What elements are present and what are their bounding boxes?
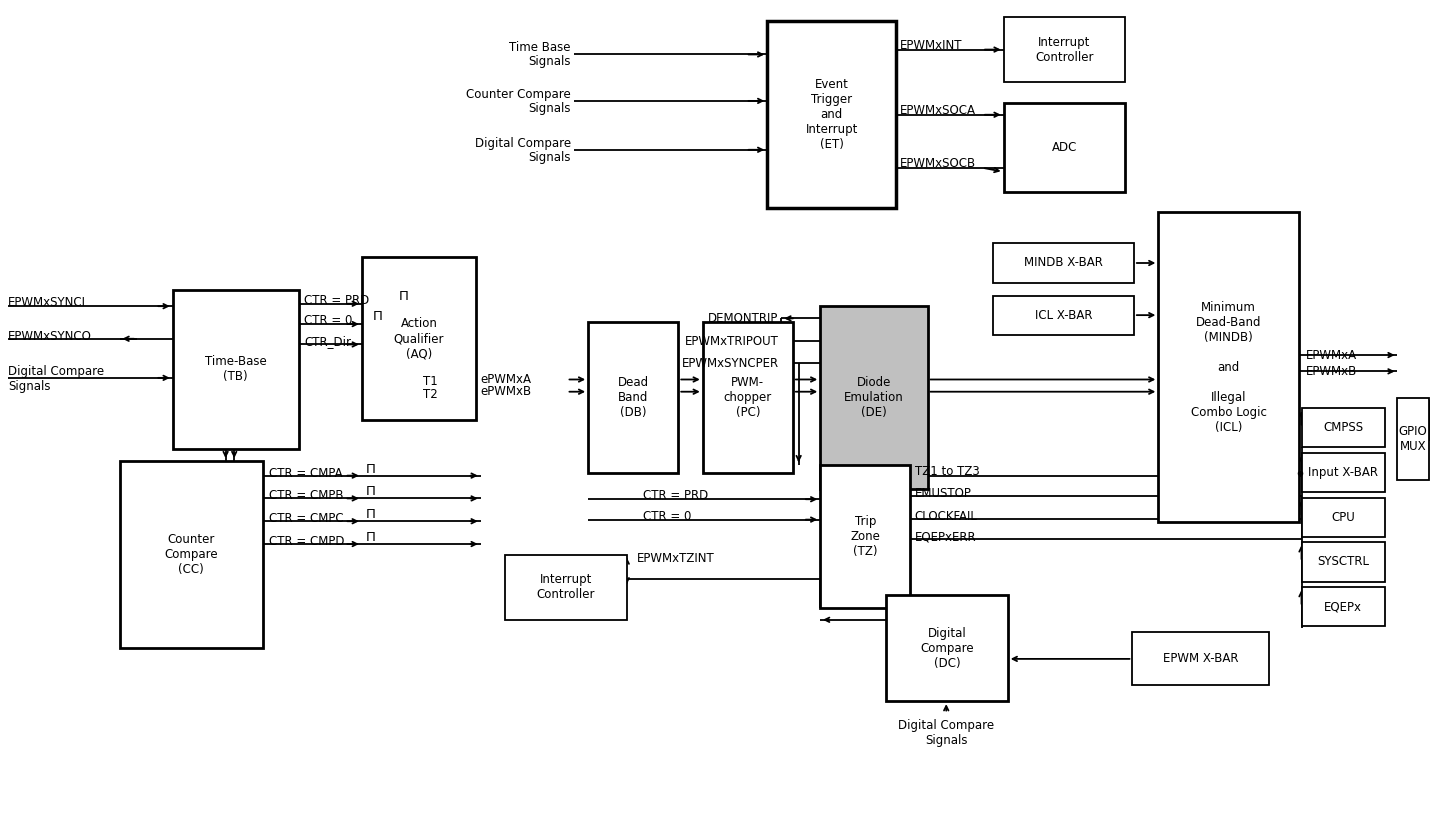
Text: Dead
Band
(DB): Dead Band (DB) <box>618 376 648 419</box>
Bar <box>1302 588 1385 627</box>
Text: Π: Π <box>366 508 376 521</box>
Text: CTR = 0: CTR = 0 <box>642 510 691 523</box>
Text: Counter
Compare
(CC): Counter Compare (CC) <box>165 533 218 576</box>
Text: MINDB X-BAR: MINDB X-BAR <box>1024 256 1103 269</box>
Text: CLOCKFAIL: CLOCKFAIL <box>915 510 978 523</box>
Text: PWM-
chopper
(PC): PWM- chopper (PC) <box>724 376 771 419</box>
Text: CMPSS: CMPSS <box>1324 421 1364 434</box>
Text: T1: T1 <box>423 375 437 388</box>
Text: SYSCTRL: SYSCTRL <box>1316 556 1369 569</box>
Text: DEMONTRIP: DEMONTRIP <box>708 312 779 325</box>
Text: Signals: Signals <box>925 734 968 747</box>
Bar <box>1159 212 1299 522</box>
Bar <box>1398 398 1430 480</box>
Text: ADC: ADC <box>1051 141 1077 154</box>
Text: EMUSTOP: EMUSTOP <box>915 487 972 500</box>
Text: EPWM X-BAR: EPWM X-BAR <box>1163 652 1238 665</box>
Bar <box>994 243 1134 282</box>
Text: Signals: Signals <box>528 55 571 69</box>
Text: EPWMxTRIPOUT: EPWMxTRIPOUT <box>684 335 779 348</box>
Text: Input X-BAR: Input X-BAR <box>1308 466 1378 479</box>
Bar <box>1302 408 1385 447</box>
Bar <box>1004 103 1126 192</box>
Text: ePWMxA: ePWMxA <box>480 373 532 386</box>
Bar <box>1004 17 1126 82</box>
Text: Counter Compare: Counter Compare <box>466 88 571 101</box>
Text: TZ1 to TZ3: TZ1 to TZ3 <box>915 465 979 478</box>
Text: EPWMxTZINT: EPWMxTZINT <box>637 552 714 565</box>
Text: Trip
Zone
(TZ): Trip Zone (TZ) <box>850 515 880 558</box>
Bar <box>1302 453 1385 492</box>
Bar <box>767 21 896 208</box>
Text: Signals: Signals <box>7 379 50 392</box>
Text: CTR = PRD: CTR = PRD <box>642 490 708 503</box>
Text: Digital Compare: Digital Compare <box>898 719 994 732</box>
Text: Π: Π <box>399 290 409 303</box>
Text: EPWMxA: EPWMxA <box>1306 348 1357 361</box>
Text: Signals: Signals <box>528 151 571 163</box>
Bar <box>886 596 1008 701</box>
Bar <box>361 257 476 420</box>
Text: EPWMxB: EPWMxB <box>1306 365 1357 378</box>
Text: CTR = CMPA: CTR = CMPA <box>268 467 343 480</box>
Text: Π: Π <box>366 531 376 544</box>
Text: Minimum
Dead-Band
(MINDB)

and

Illegal
Combo Logic
(ICL): Minimum Dead-Band (MINDB) and Illegal Co… <box>1190 301 1266 434</box>
Bar <box>820 306 928 490</box>
Text: Time Base: Time Base <box>509 42 571 55</box>
Bar <box>588 322 678 473</box>
Text: CPU: CPU <box>1331 511 1355 524</box>
Bar <box>703 322 793 473</box>
Bar <box>820 465 911 608</box>
Text: GPIO
MUX: GPIO MUX <box>1400 425 1428 453</box>
Text: CTR = CMPB: CTR = CMPB <box>268 490 343 503</box>
Text: EQEPx: EQEPx <box>1324 601 1362 614</box>
Bar <box>505 555 627 620</box>
Text: Diode
Emulation
(DE): Diode Emulation (DE) <box>845 376 903 419</box>
Text: Π: Π <box>373 310 383 323</box>
Text: EPWMxINT: EPWMxINT <box>901 39 962 52</box>
Text: Digital Compare: Digital Compare <box>475 137 571 150</box>
Text: EPWMxSOCA: EPWMxSOCA <box>901 104 977 118</box>
Text: Digital Compare: Digital Compare <box>7 365 105 378</box>
Text: Event
Trigger
and
Interrupt
(ET): Event Trigger and Interrupt (ET) <box>806 78 858 151</box>
Bar <box>119 461 262 648</box>
Text: Signals: Signals <box>528 102 571 115</box>
Text: EQEPxERR: EQEPxERR <box>915 530 977 543</box>
Text: Action
Qualifier
(AQ): Action Qualifier (AQ) <box>394 317 445 360</box>
Text: Interrupt
Controller: Interrupt Controller <box>536 573 595 601</box>
Text: Π: Π <box>366 463 376 476</box>
Text: T2: T2 <box>423 388 437 401</box>
Text: EPWMxSYNCI: EPWMxSYNCI <box>7 295 86 308</box>
Bar <box>994 295 1134 335</box>
Text: EPWMxSYNCPER: EPWMxSYNCPER <box>681 357 779 370</box>
Text: CTR_Dir: CTR_Dir <box>304 335 351 348</box>
Text: CTR = 0: CTR = 0 <box>304 314 353 327</box>
Text: CTR = CMPD: CTR = CMPD <box>268 535 344 548</box>
Text: Digital
Compare
(DC): Digital Compare (DC) <box>921 627 974 670</box>
Bar <box>1302 498 1385 537</box>
Text: ePWMxB: ePWMxB <box>480 385 532 398</box>
Bar <box>172 290 298 449</box>
Bar <box>1302 543 1385 582</box>
Text: CTR = CMPC: CTR = CMPC <box>268 512 343 526</box>
Text: Time-Base
(TB): Time-Base (TB) <box>205 355 267 384</box>
Text: CTR = PRD: CTR = PRD <box>304 294 370 307</box>
Bar <box>1133 632 1269 685</box>
Text: Π: Π <box>366 486 376 499</box>
Text: Interrupt
Controller: Interrupt Controller <box>1035 36 1094 64</box>
Text: EPWMxSYNCO: EPWMxSYNCO <box>7 330 92 343</box>
Text: ICL X-BAR: ICL X-BAR <box>1035 308 1093 322</box>
Text: EPWMxSOCB: EPWMxSOCB <box>901 157 977 170</box>
